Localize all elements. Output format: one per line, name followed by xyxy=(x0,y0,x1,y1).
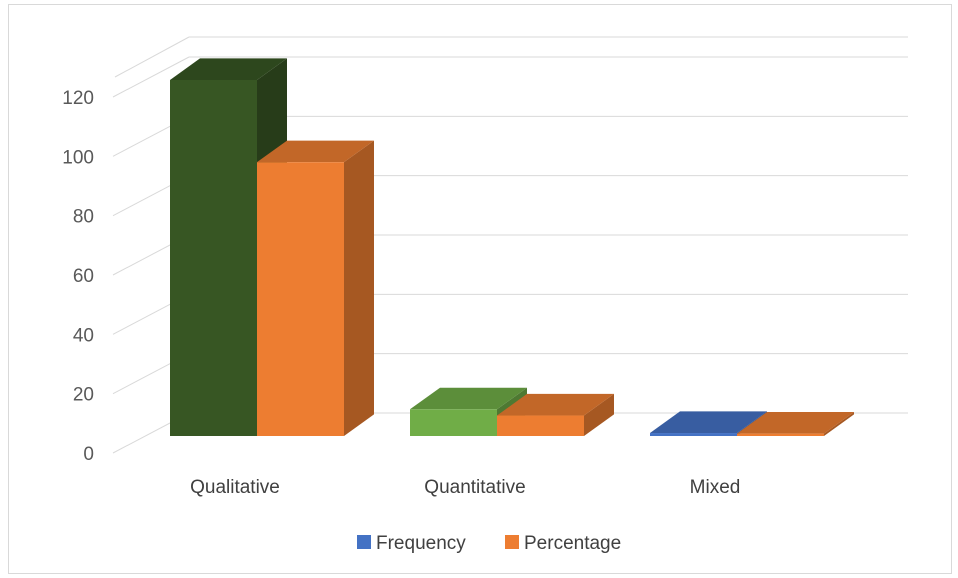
bar xyxy=(650,433,737,436)
legend-label: Frequency xyxy=(376,533,466,554)
bar xyxy=(170,80,257,436)
y-tick-label: 40 xyxy=(73,325,94,346)
bar-top xyxy=(497,393,614,416)
y-tick-label: 20 xyxy=(73,385,94,406)
bar-top xyxy=(170,58,287,80)
x-category-label: Mixed xyxy=(690,477,741,498)
bar-top xyxy=(257,140,374,163)
gridline-diagonal xyxy=(114,36,190,78)
legend-label: Percentage xyxy=(524,533,621,554)
y-tick-label: 0 xyxy=(83,444,94,465)
bar-top xyxy=(737,412,854,434)
chart-frame xyxy=(8,4,952,574)
bar xyxy=(737,433,824,436)
y-tick-label: 100 xyxy=(62,147,94,168)
legend-swatch xyxy=(357,535,371,549)
bar xyxy=(497,415,584,436)
bar-side xyxy=(584,393,614,436)
y-tick-label: 60 xyxy=(73,266,94,287)
bar-top xyxy=(650,411,767,434)
bar-side xyxy=(824,412,854,436)
gridline-diagonal xyxy=(112,56,190,98)
y-tick-label: 80 xyxy=(73,207,94,228)
bar-side xyxy=(344,140,374,436)
y-tick-label: 120 xyxy=(62,88,94,109)
bar xyxy=(410,409,497,436)
bar-top xyxy=(410,387,527,410)
bar xyxy=(257,162,344,436)
x-category-label: Qualitative xyxy=(190,477,280,498)
x-category-label: Quantitative xyxy=(424,477,525,498)
legend-swatch xyxy=(505,535,519,549)
